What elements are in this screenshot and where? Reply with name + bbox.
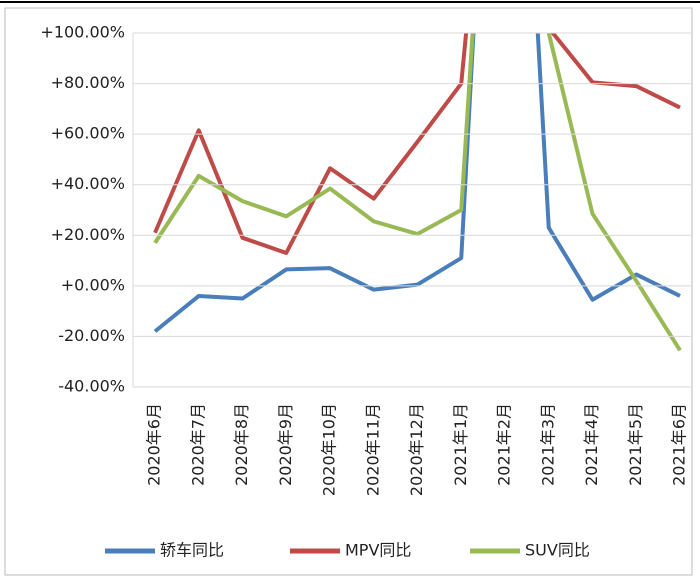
chart-border: [4, 7, 693, 576]
x-tick-label: 2020年6月: [145, 403, 164, 486]
y-tick-label: +0.00%: [61, 275, 125, 294]
x-tick-label: 2020年11月: [363, 403, 382, 496]
x-tick-label: 2021年2月: [495, 403, 514, 486]
x-tick-label: 2021年1月: [451, 403, 470, 486]
x-tick-label: 2021年6月: [670, 403, 689, 486]
legend-label: MPV同比: [345, 541, 411, 560]
x-tick-label: 2021年5月: [626, 403, 645, 486]
x-tick-label: 2021年3月: [538, 403, 557, 486]
series-line: [153, 33, 681, 333]
x-tick-label: 2020年9月: [276, 403, 295, 486]
x-tick-label: 2020年12月: [407, 403, 426, 496]
x-tick-label: 2020年7月: [188, 403, 207, 486]
plot-area: [153, 33, 682, 352]
series-line: [153, 33, 681, 255]
x-tick-label: 2021年4月: [582, 403, 601, 486]
y-tick-label: -20.00%: [58, 326, 125, 345]
y-tick-label: -40.00%: [58, 377, 125, 396]
y-tick-label: +100.00%: [40, 23, 125, 42]
series-line: [153, 33, 682, 352]
y-tick-label: +20.00%: [51, 225, 125, 244]
x-tick-label: 2020年8月: [232, 403, 251, 486]
legend-label: 轿车同比: [160, 541, 224, 560]
y-tick-label: +80.00%: [51, 73, 125, 92]
y-tick-label: +40.00%: [51, 174, 125, 193]
x-tick-label: 2020年10月: [320, 403, 339, 496]
y-tick-label: +60.00%: [51, 124, 125, 143]
legend-label: SUV同比: [525, 541, 590, 560]
